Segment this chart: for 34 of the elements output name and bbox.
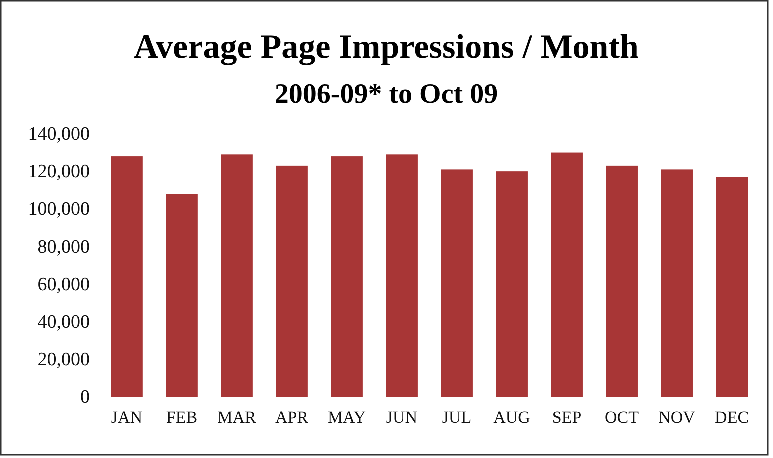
bar <box>496 172 528 397</box>
bar <box>386 154 418 397</box>
bar <box>221 154 253 397</box>
y-tick-label: 80,000 <box>38 236 90 258</box>
bar <box>166 194 198 397</box>
y-tick-label: 60,000 <box>38 274 90 296</box>
y-tick-label: 140,000 <box>28 124 90 146</box>
x-tick-label: JUN <box>386 408 418 428</box>
x-tick-label: DEC <box>715 408 750 428</box>
chart-subtitle: 2006-09* to Oct 09 <box>274 79 498 110</box>
chart-title: Average Page Impressions / Month <box>134 29 640 66</box>
bar <box>606 166 638 397</box>
x-tick-label: MAY <box>328 408 366 428</box>
bar <box>441 170 473 397</box>
x-tick-label: OCT <box>605 408 640 428</box>
y-tick-label: 0 <box>80 387 90 408</box>
x-tick-label: JUL <box>442 408 472 428</box>
bar <box>716 177 748 397</box>
x-tick-label: APR <box>275 408 310 428</box>
x-tick-label: FEB <box>166 408 198 428</box>
x-tick-label: JAN <box>111 408 143 428</box>
bar <box>331 156 363 397</box>
x-tick-label: SEP <box>552 408 582 428</box>
x-tick-label: NOV <box>658 408 696 428</box>
y-tick-label: 120,000 <box>28 162 90 183</box>
y-tick-label: 20,000 <box>38 350 90 371</box>
bar <box>661 170 693 397</box>
bar <box>551 152 583 397</box>
x-tick-label: AUG <box>494 408 530 428</box>
bar <box>276 166 308 397</box>
y-tick-label: 40,000 <box>38 312 90 333</box>
bar <box>111 156 143 397</box>
x-tick-label: MAR <box>218 408 257 428</box>
y-tick-label: 100,000 <box>28 199 90 220</box>
